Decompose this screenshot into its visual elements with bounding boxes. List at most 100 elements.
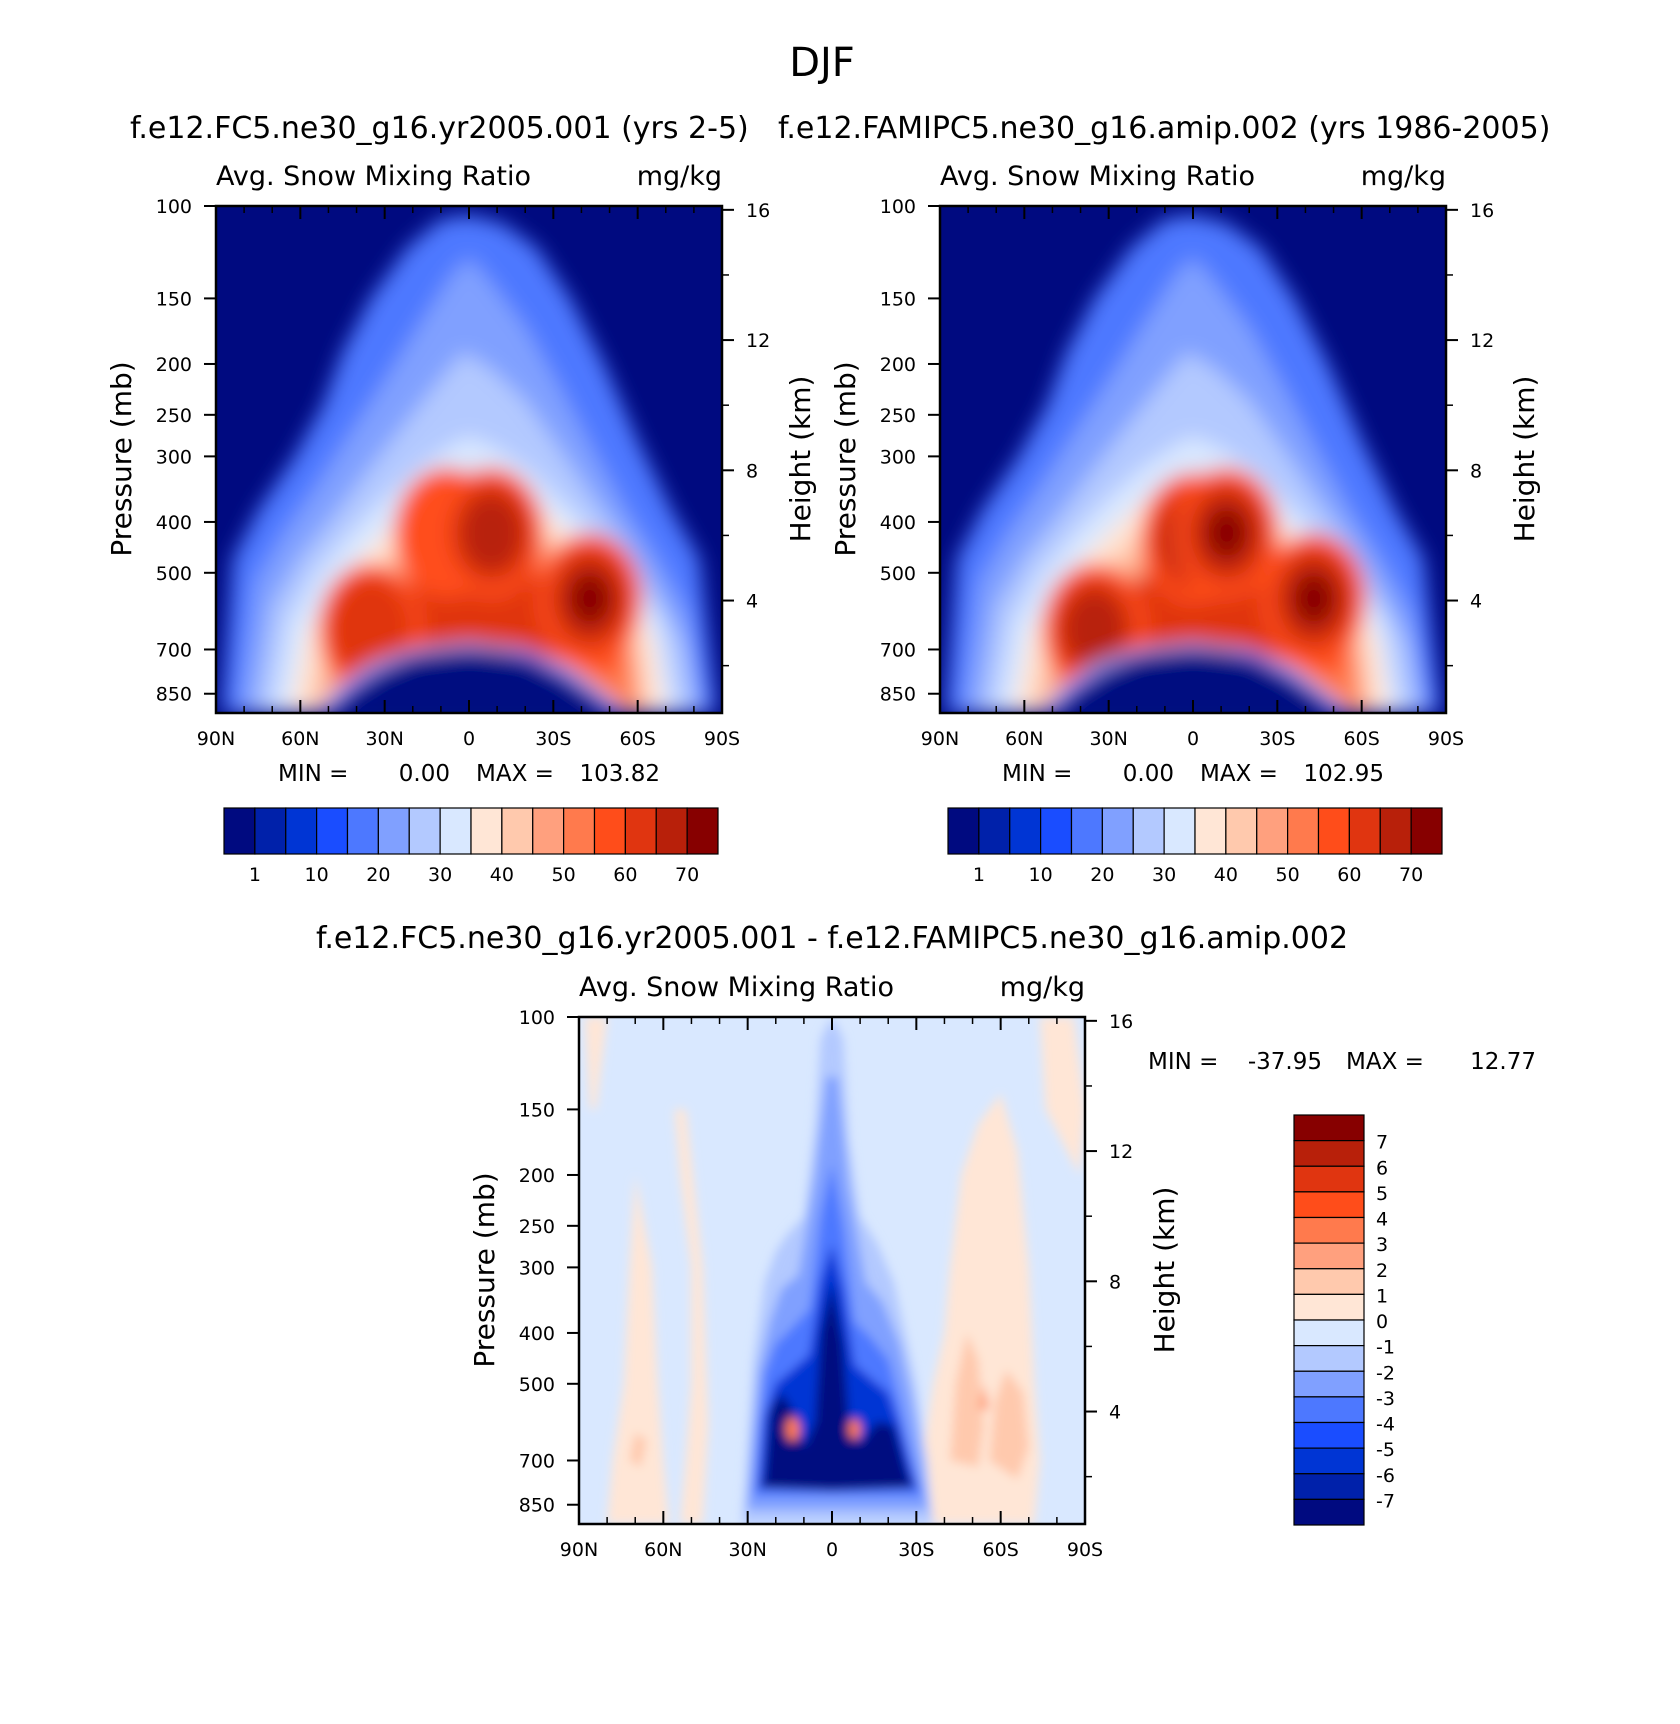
colorbar-swatch bbox=[1293, 1114, 1365, 1142]
colorbar-swatch bbox=[1287, 807, 1320, 855]
colorbar-swatch bbox=[1194, 807, 1227, 855]
y-right-tick-label: 4 bbox=[1470, 591, 1482, 613]
colorbar-label: 50 bbox=[1276, 864, 1300, 886]
colorbar-swatch bbox=[1293, 1140, 1365, 1167]
colorbar-swatch bbox=[377, 807, 410, 855]
panel-3-title: f.e12.FC5.ne30_g16.yr2005.001 - f.e12.FA… bbox=[316, 921, 1348, 956]
y-right-tick-label: 12 bbox=[1109, 1141, 1133, 1163]
colorbar-swatch bbox=[439, 807, 472, 855]
panel-1-ylabel: Pressure (mb) bbox=[105, 361, 138, 556]
colorbar-swatch bbox=[1070, 807, 1103, 855]
figure-title: DJF bbox=[789, 40, 855, 86]
x-tick-label: 60N bbox=[644, 1539, 682, 1561]
panel-1-axes: 90N 60N 30N 0 30S 60S 90S 100 150 200 250 300 400 500… bbox=[156, 196, 770, 750]
y-tick-label: 400 bbox=[880, 512, 916, 534]
colorbar-swatch bbox=[1009, 807, 1042, 855]
panel-2-min-label: MIN = bbox=[1002, 761, 1072, 787]
field-contour-band bbox=[950, 1332, 984, 1467]
y-tick-label: 700 bbox=[880, 639, 916, 661]
y-tick-label: 400 bbox=[156, 512, 192, 534]
y-right-tick-label: 8 bbox=[1470, 460, 1482, 482]
y-right-tick-label: 16 bbox=[746, 200, 770, 222]
panel-3-max-label: MAX = bbox=[1346, 1049, 1424, 1075]
colorbar-swatch bbox=[1163, 807, 1196, 855]
x-tick-label: 0 bbox=[1187, 728, 1199, 750]
y-tick-label: 250 bbox=[156, 405, 192, 427]
colorbar-swatch bbox=[1293, 1191, 1365, 1219]
field-contour-band bbox=[989, 1369, 1029, 1480]
panel-3-field bbox=[584, 1017, 1085, 1524]
colorbar-label: 1 bbox=[1376, 1285, 1388, 1307]
colorbar-swatch bbox=[1040, 807, 1073, 855]
colorbar-swatch bbox=[1293, 1319, 1365, 1347]
colorbar-label: 2 bbox=[1376, 1260, 1388, 1282]
colorbar-label: 30 bbox=[428, 864, 452, 886]
y-tick-label: 400 bbox=[519, 1323, 555, 1345]
colorbar-swatch bbox=[624, 807, 657, 855]
colorbar-label: 3 bbox=[1376, 1234, 1388, 1256]
panel-1-colorbar: 1 10 20 30 40 50 60 70 bbox=[223, 807, 719, 886]
colorbar-swatch bbox=[1348, 807, 1381, 855]
panel-2-min-value: 0.00 bbox=[1123, 761, 1174, 787]
panel-1-plot bbox=[216, 206, 722, 713]
x-tick-label: 90S bbox=[704, 728, 740, 750]
panel-3: f.e12.FC5.ne30_g16.yr2005.001 - f.e12.FA… bbox=[316, 921, 1536, 1561]
panel-2-max-label: MAX = bbox=[1200, 761, 1278, 787]
colorbar-swatch bbox=[1293, 1396, 1365, 1424]
panel-1-variable-label: Avg. Snow Mixing Ratio bbox=[216, 161, 531, 192]
y-right-tick-label: 16 bbox=[1470, 200, 1494, 222]
panel-2: f.e12.FAMIPC5.ne30_g16.amip.002 (yrs 198… bbox=[778, 111, 1550, 886]
y-tick-label: 100 bbox=[519, 1007, 555, 1029]
colorbar-label: 0 bbox=[1376, 1311, 1388, 1333]
panel-1-units-label: mg/kg bbox=[637, 161, 722, 192]
colorbar-label: 10 bbox=[1029, 864, 1053, 886]
field-peak bbox=[329, 577, 412, 681]
colorbar-swatch bbox=[1293, 1345, 1365, 1372]
x-tick-label: 90N bbox=[560, 1539, 598, 1561]
colorbar-swatch bbox=[501, 807, 534, 855]
y-tick-label: 200 bbox=[880, 354, 916, 376]
panel-1-min-label: MIN = bbox=[278, 761, 348, 787]
colorbar-swatch bbox=[978, 807, 1011, 855]
panel-3-units-label: mg/kg bbox=[1000, 972, 1085, 1003]
y-tick-label: 700 bbox=[156, 639, 192, 661]
panel-3-ylabel-right: Height (km) bbox=[1148, 1187, 1181, 1354]
colorbar-swatch bbox=[1293, 1268, 1365, 1295]
colorbar-label: -6 bbox=[1376, 1465, 1395, 1487]
colorbar-swatch bbox=[1256, 807, 1289, 855]
field-contour-band bbox=[978, 1383, 990, 1410]
colorbar-label: 60 bbox=[1337, 864, 1361, 886]
y-tick-label: 300 bbox=[519, 1257, 555, 1279]
colorbar-label: 50 bbox=[552, 864, 576, 886]
y-tick-label: 150 bbox=[880, 288, 916, 310]
y-tick-label: 700 bbox=[519, 1450, 555, 1472]
colorbar-label: -4 bbox=[1376, 1414, 1395, 1436]
colorbar-label: 40 bbox=[1214, 864, 1238, 886]
y-tick-label: 100 bbox=[156, 196, 192, 218]
colorbar-label: 5 bbox=[1376, 1183, 1388, 1205]
colorbar-swatch bbox=[285, 807, 318, 855]
colorbar-swatch bbox=[1410, 807, 1443, 855]
panel-3-min-value: -37.95 bbox=[1248, 1049, 1322, 1075]
panel-2-colorbar: 1 10 20 30 40 50 60 70 bbox=[947, 807, 1443, 886]
panel-2-ylabel: Pressure (mb) bbox=[829, 361, 862, 556]
panel-3-ylabel: Pressure (mb) bbox=[468, 1172, 501, 1367]
colorbar-label: -7 bbox=[1376, 1490, 1395, 1512]
colorbar-swatch bbox=[1293, 1498, 1365, 1526]
field-peak bbox=[1294, 574, 1333, 623]
colorbar-swatch bbox=[1293, 1447, 1365, 1475]
colorbar-swatch bbox=[1293, 1370, 1365, 1398]
colorbar-label: 7 bbox=[1376, 1132, 1388, 1154]
x-tick-label: 30S bbox=[1259, 728, 1295, 750]
panel-2-ylabel-right: Height (km) bbox=[1508, 376, 1541, 543]
x-tick-label: 60N bbox=[1005, 728, 1043, 750]
x-tick-label: 60N bbox=[281, 728, 319, 750]
panel-2-title: f.e12.FAMIPC5.ne30_g16.amip.002 (yrs 198… bbox=[778, 111, 1550, 146]
x-tick-label: 30N bbox=[365, 728, 403, 750]
field-contour-band bbox=[1040, 1017, 1085, 1175]
colorbar-swatch bbox=[1317, 807, 1350, 855]
panel-2-axes: 90N 60N 30N 0 30S 60S 90S 100 150 200 250 300 400 500… bbox=[880, 196, 1494, 750]
x-tick-label: 30S bbox=[535, 728, 571, 750]
colorbar-swatch bbox=[1225, 807, 1258, 855]
